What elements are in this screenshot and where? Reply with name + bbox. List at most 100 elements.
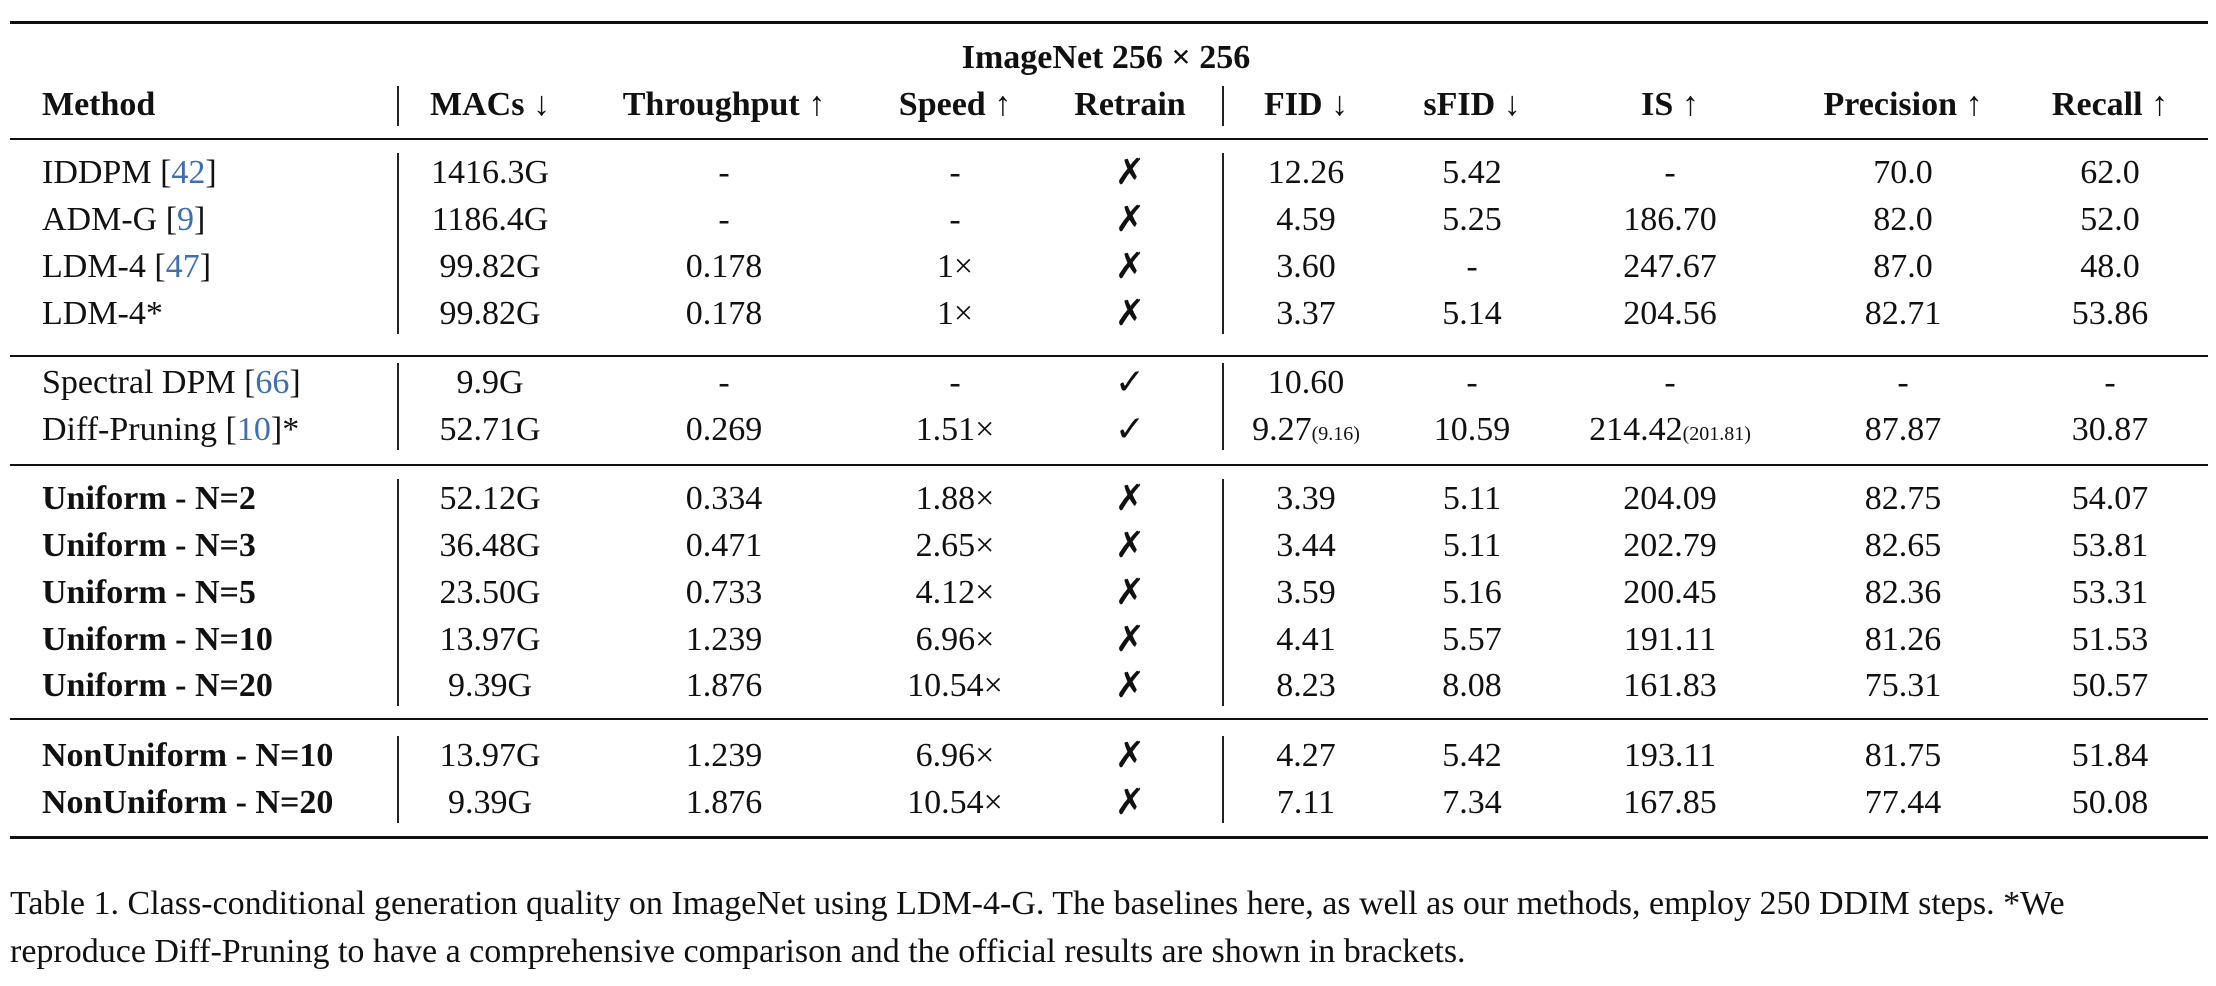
table-rule [10,718,2208,720]
macs-cell: 9.9G [456,364,524,401]
fid-cell: 8.23 [1276,667,1336,704]
is-cell: 167.85 [1623,784,1717,821]
precision-cell: 82.71 [1864,295,1942,332]
recall-cell: 53.81 [2071,527,2149,564]
sfid-cell: 5.25 [1442,201,1502,238]
fid-cell: 4.41 [1276,621,1336,658]
method-cell: Uniform - N=3 [42,529,256,563]
throughput-cell: 1.876 [685,784,763,821]
method-name: LDM-4 [42,248,155,285]
table-rule [10,138,2208,140]
column-header-recall: Recall ↑ [2051,86,2169,123]
macs-cell: 52.71G [439,411,541,448]
retrain-cell: ✗ [1114,246,1146,287]
fid-cell: 3.59 [1276,574,1336,611]
speed-cell: - [949,154,961,191]
recall-cell: 52.0 [2080,201,2140,238]
throughput-cell: 0.269 [685,411,763,448]
fid-cell: 3.39 [1276,480,1336,517]
is-cell: - [1664,364,1676,401]
method-cell: Uniform - N=20 [42,669,273,703]
group-header: ImageNet 256 × 256 [961,39,1251,76]
citation-link[interactable]: 9 [177,201,195,238]
speed-cell: 10.54× [907,784,1003,821]
throughput-cell: - [718,154,730,191]
official-result-note: (9.16) [1311,423,1360,445]
column-separator [1222,363,1224,450]
method-name: Uniform - N=5 [42,574,256,611]
column-header-speed: Speed ↑ [898,86,1012,123]
is-cell: - [1664,154,1676,191]
citation-link[interactable]: 47 [165,248,200,285]
method-cell: IDDPM [42] [42,154,217,191]
column-header-precision: Precision ↑ [1823,86,1983,123]
retrain-cell: ✗ [1114,735,1146,776]
recall-cell: - [2104,364,2116,401]
method-cell: Uniform - N=10 [42,623,273,657]
speed-cell: 1.88× [915,480,995,517]
method-name: Uniform - N=20 [42,667,273,704]
method-name: Spectral DPM [42,364,245,401]
sfid-cell: 8.08 [1442,667,1502,704]
macs-cell: 1186.4G [431,201,549,238]
precision-cell: 70.0 [1873,154,1933,191]
column-header-throughput: Throughput ↑ [622,86,826,123]
speed-cell: 4.12× [915,574,995,611]
citation-link[interactable]: 42 [171,154,206,191]
method-cell: ADM-G [9] [42,201,206,238]
fid-cell: 10.60 [1267,364,1345,401]
recall-cell: 51.84 [2071,737,2149,774]
method-cell: LDM-4* [42,297,163,331]
column-separator [1222,86,1224,126]
method-name: IDDPM [42,154,161,191]
macs-cell: 9.39G [447,667,533,704]
throughput-cell: - [718,364,730,401]
method-name: Diff-Pruning [42,411,226,448]
speed-cell: 2.65× [915,527,995,564]
precision-cell: 81.75 [1864,737,1942,774]
retrain-cell: ✗ [1114,199,1146,240]
precision-cell: 87.0 [1873,248,1933,285]
fid-cell: 12.26 [1267,154,1345,191]
sfid-cell: 5.11 [1442,480,1502,517]
sfid-cell: - [1466,248,1478,285]
fid-cell: 3.44 [1276,527,1336,564]
speed-cell: 10.54× [907,667,1003,704]
table-rule [10,355,2208,357]
column-header-method: Method [42,86,156,123]
method-name: ADM-G [42,201,166,238]
method-cell: LDM-4 [47] [42,248,212,285]
retrain-cell: ✗ [1114,572,1146,613]
speed-cell: 6.96× [915,737,995,774]
macs-cell: 99.82G [439,248,541,285]
sfid-cell: 5.42 [1442,737,1502,774]
column-header-fid: FID ↓ [1263,86,1349,123]
column-separator [1222,736,1224,823]
citation-link[interactable]: 10 [236,411,271,448]
precision-cell: 82.65 [1864,527,1942,564]
fid-cell: 4.59 [1276,201,1336,238]
method-name: NonUniform - N=10 [42,737,334,774]
citation-link[interactable]: 66 [255,364,290,401]
retrain-cell: ✗ [1114,782,1146,823]
sfid-cell: 10.59 [1433,411,1511,448]
precision-cell: 82.75 [1864,480,1942,517]
retrain-cell: ✗ [1114,619,1146,660]
retrain-cell: ✗ [1114,665,1146,706]
macs-cell: 23.50G [439,574,541,611]
precision-cell: 82.36 [1864,574,1942,611]
recall-cell: 53.86 [2071,295,2149,332]
table-caption: Table 1. Class-conditional generation qu… [10,885,2065,970]
throughput-cell: 1.239 [685,737,763,774]
table-rule [10,836,2208,839]
retrain-cell: ✓ [1114,409,1146,450]
method-cell: Uniform - N=5 [42,576,256,610]
throughput-cell: 0.733 [685,574,763,611]
macs-cell: 13.97G [439,737,541,774]
recall-cell: 54.07 [2071,480,2149,517]
method-cell: NonUniform - N=20 [42,786,333,820]
is-cell: 247.67 [1623,248,1717,285]
method-name: Uniform - N=2 [42,480,256,517]
column-separator [397,479,399,706]
is-cell: 204.56 [1623,295,1717,332]
